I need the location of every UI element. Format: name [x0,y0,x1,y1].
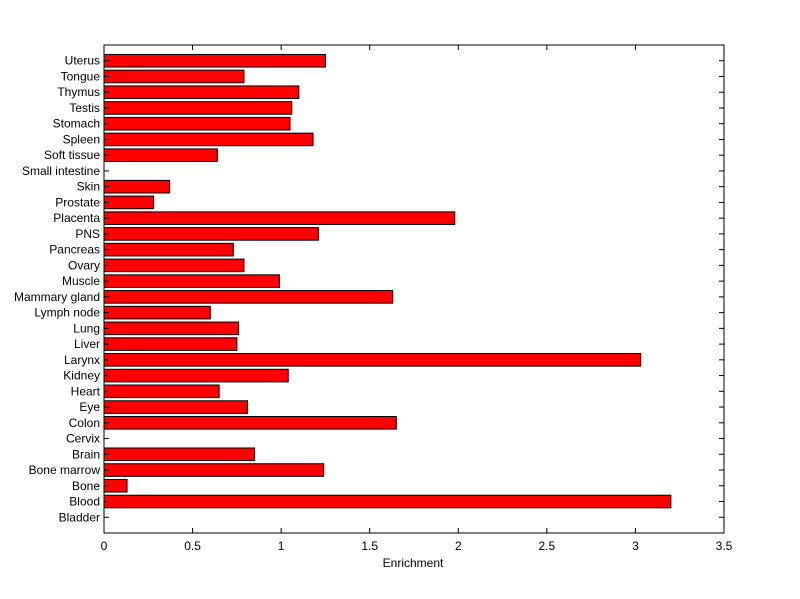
bar-spleen [103,132,314,147]
bar-kidney [103,368,289,383]
y-tick-label: Ovary [68,258,100,272]
bar-liver [103,337,238,351]
bar-lung [103,321,240,336]
bar-stomach [103,116,291,131]
bar-pns [103,227,319,241]
bar-larynx [103,353,642,367]
bar-prostate [103,195,155,210]
bar-testis [103,101,293,115]
x-axis-label: Enrichment [383,556,444,570]
bar-placenta [103,211,456,225]
x-tick-label: 2 [455,539,462,553]
y-tick-label: Testis [69,101,100,115]
y-tick-label: Bone [72,479,100,493]
y-tick-label: Skin [77,180,100,194]
y-tick-label: Cervix [66,432,100,446]
y-tick-label: Small intestine [22,164,100,178]
bar-bone-marrow [103,463,325,477]
y-tick-label: Soft tissue [44,148,100,162]
bar-soft-tissue [103,148,218,162]
bar-brain [103,447,256,462]
y-tick-label: Pancreas [49,243,100,257]
bar-heart [103,384,220,399]
y-tick-label: Prostate [55,195,100,209]
y-tick-label: Blood [69,495,100,509]
ticks-group [103,45,725,533]
y-tick-label: Eye [79,400,100,414]
y-tick-label: Lymph node [34,306,100,320]
y-tick-label: Kidney [63,369,100,383]
bar-ovary [103,258,245,273]
y-tick-label: Colon [69,416,100,430]
bar-uterus [103,53,326,68]
x-tick-label: 3 [632,539,639,553]
bar-mammary-gland [103,290,394,304]
x-tick-labels: 0 0.5 1 1.5 2 2.5 3 3.5 [101,539,733,553]
bar-colon [103,416,397,430]
bar-thymus [103,85,300,100]
bar-skin [103,179,171,194]
x-tick-label: 1.5 [361,539,378,553]
y-tick-label: Uterus [65,54,100,68]
y-tick-label: Muscle [62,274,100,288]
plot-frame [103,44,725,534]
bar-muscle [103,274,280,288]
x-tick-label: 3.5 [716,539,733,553]
y-tick-label: Heart [71,384,101,398]
x-tick-label: 1 [278,539,285,553]
y-tick-label: Lung [73,321,100,335]
y-tick-label: Liver [74,337,100,351]
y-tick-label: Stomach [53,117,100,131]
x-tick-label: 0 [101,539,108,553]
bar-lymph-node [103,305,211,320]
bar-eye [103,400,248,414]
x-tick-label: 0.5 [184,539,201,553]
y-tick-label: Tongue [61,69,101,83]
bar-tongue [103,69,245,84]
y-tick-label: Thymus [57,85,100,99]
y-tick-label: Placenta [53,211,100,225]
bar-pancreas [103,242,234,257]
y-tick-label: Brain [72,447,100,461]
x-tick-label: 2.5 [539,539,556,553]
y-tick-label: PNS [75,227,100,241]
y-tick-label: Bone marrow [29,463,101,477]
y-tick-label: Bladder [59,510,100,524]
y-tick-label: Larynx [64,353,100,367]
bar-blood [103,494,672,509]
y-tick-label: Spleen [63,132,100,146]
y-tick-label: Mammary gland [14,290,100,304]
